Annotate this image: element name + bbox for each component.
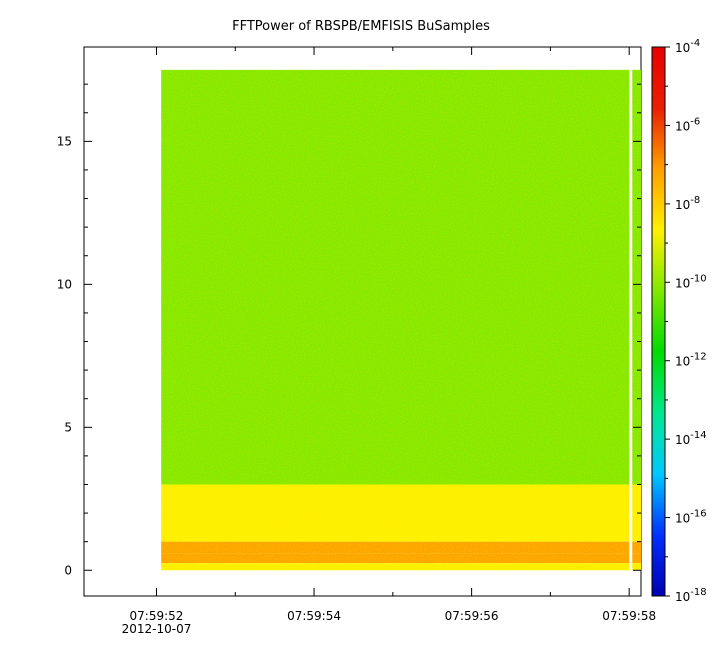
x-tick-label: 07:59:54: [287, 609, 341, 623]
colorbar-tick-label: 10-4: [675, 38, 700, 55]
colorbar-tick-label: 10-16: [675, 509, 707, 526]
colorbar: 10-4 10-6 10-8 10-10 10-12 10-14 10-16 10-18: [651, 38, 707, 604]
y-tick-label: 10: [57, 277, 72, 291]
colorbar-tick-label: 10-18: [675, 587, 707, 604]
y-axis: 0 5 10 15: [57, 83, 641, 577]
x-tick-label: 07:59:56: [445, 609, 499, 623]
plot-area: [83, 46, 642, 597]
colorbar-gradient: [651, 46, 666, 597]
y-tick-label: 0: [64, 563, 72, 577]
x-tick-label: 07:59:52: [130, 609, 184, 623]
x-tick-date-label: 2012-10-07: [122, 622, 192, 636]
colorbar-tick-label: 10-14: [675, 430, 707, 447]
colorbar-tick-label: 10-10: [675, 273, 707, 290]
colorbar-ticks: 10-4 10-6 10-8 10-10 10-12 10-14 10-16 10-18: [665, 38, 707, 604]
colorbar-tick-label: 10-8: [675, 195, 700, 212]
x-tick-label: 07:59:58: [602, 609, 656, 623]
heatmap-speckle: [161, 69, 641, 571]
colorbar-tick-label: 10-12: [675, 352, 707, 369]
data-gap: [629, 69, 633, 571]
y-tick-label: 5: [64, 420, 72, 434]
colorbar-tick-label: 10-6: [675, 116, 700, 133]
x-axis: 07:59:52 07:59:54 07:59:56 07:59:58: [130, 47, 656, 623]
y-tick-label: 15: [57, 134, 72, 148]
chart-title: FFTPower of RBSPB/EMFISIS BuSamples: [232, 19, 490, 34]
